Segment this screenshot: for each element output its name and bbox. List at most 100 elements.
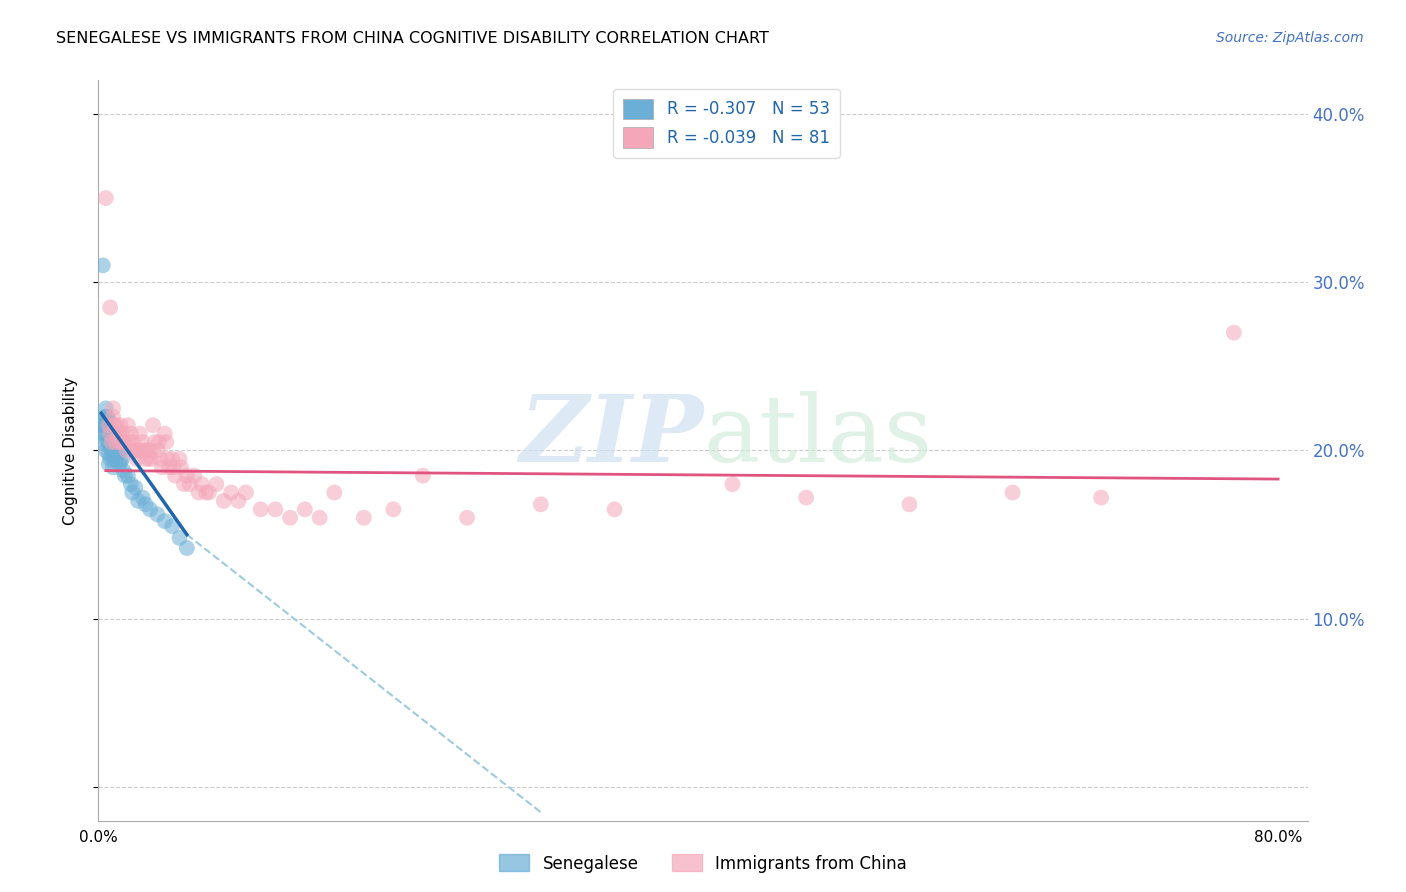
Point	[139, 502, 162, 516]
Point	[1001, 485, 1024, 500]
Point	[160, 451, 183, 466]
Point	[101, 435, 124, 450]
Point	[91, 259, 114, 273]
Point	[249, 502, 271, 516]
Point	[124, 480, 146, 494]
Point	[96, 409, 118, 424]
Text: ZIP: ZIP	[519, 391, 703, 481]
Point	[105, 418, 128, 433]
Point	[136, 443, 159, 458]
Point	[101, 426, 124, 441]
Point	[120, 477, 142, 491]
Point	[176, 468, 198, 483]
Point	[721, 477, 744, 491]
Point	[162, 460, 184, 475]
Point	[108, 435, 131, 450]
Point	[110, 418, 132, 433]
Point	[135, 451, 157, 466]
Point	[101, 451, 124, 466]
Point	[1090, 491, 1112, 505]
Point	[176, 541, 198, 555]
Point	[146, 443, 169, 458]
Point	[124, 443, 146, 458]
Point	[143, 435, 166, 450]
Point	[112, 426, 135, 441]
Point	[94, 418, 117, 433]
Point	[117, 468, 139, 483]
Point	[108, 457, 131, 471]
Point	[160, 519, 183, 533]
Point	[118, 435, 141, 450]
Point	[112, 464, 135, 478]
Point	[139, 443, 162, 458]
Point	[155, 435, 177, 450]
Point	[212, 494, 235, 508]
Point	[135, 497, 157, 511]
Point	[187, 485, 209, 500]
Point	[107, 426, 129, 441]
Point	[153, 426, 176, 441]
Point	[94, 409, 117, 424]
Point	[98, 301, 121, 315]
Point	[105, 440, 128, 454]
Point	[195, 485, 218, 500]
Point	[101, 460, 124, 475]
Point	[125, 451, 148, 466]
Point	[100, 443, 122, 458]
Point	[98, 426, 121, 441]
Point	[105, 451, 128, 466]
Point	[169, 531, 191, 545]
Point	[111, 451, 134, 466]
Point	[114, 435, 136, 450]
Point	[205, 477, 228, 491]
Point	[278, 510, 301, 524]
Point	[603, 502, 626, 516]
Point	[94, 443, 117, 458]
Point	[138, 451, 160, 466]
Point	[294, 502, 316, 516]
Point	[142, 418, 165, 433]
Point	[120, 426, 142, 441]
Point	[264, 502, 287, 516]
Point	[110, 443, 132, 458]
Point	[129, 443, 152, 458]
Point	[93, 409, 115, 424]
Point	[156, 451, 179, 466]
Point	[111, 435, 134, 450]
Point	[146, 508, 169, 522]
Text: atlas: atlas	[703, 391, 932, 481]
Point	[530, 497, 553, 511]
Point	[131, 435, 153, 450]
Point	[90, 435, 112, 450]
Point	[101, 443, 124, 458]
Point	[110, 426, 132, 441]
Point	[794, 491, 817, 505]
Point	[110, 455, 132, 469]
Point	[104, 435, 127, 450]
Point	[97, 457, 120, 471]
Point	[228, 494, 250, 508]
Point	[100, 430, 122, 444]
Point	[96, 418, 118, 433]
Point	[128, 426, 150, 441]
Point	[97, 435, 120, 450]
Point	[183, 468, 205, 483]
Legend: R = -0.307   N = 53, R = -0.039   N = 81: R = -0.307 N = 53, R = -0.039 N = 81	[613, 88, 839, 158]
Point	[148, 435, 170, 450]
Point	[131, 491, 153, 505]
Point	[97, 447, 120, 461]
Point	[219, 485, 242, 500]
Point	[150, 460, 173, 475]
Point	[91, 418, 114, 433]
Point	[121, 435, 143, 450]
Text: Source: ZipAtlas.com: Source: ZipAtlas.com	[1216, 31, 1364, 45]
Point	[179, 477, 201, 491]
Point	[104, 418, 127, 433]
Point	[115, 443, 138, 458]
Point	[117, 418, 139, 433]
Point	[127, 494, 149, 508]
Point	[94, 191, 117, 205]
Point	[90, 418, 112, 433]
Point	[98, 440, 121, 454]
Point	[97, 413, 120, 427]
